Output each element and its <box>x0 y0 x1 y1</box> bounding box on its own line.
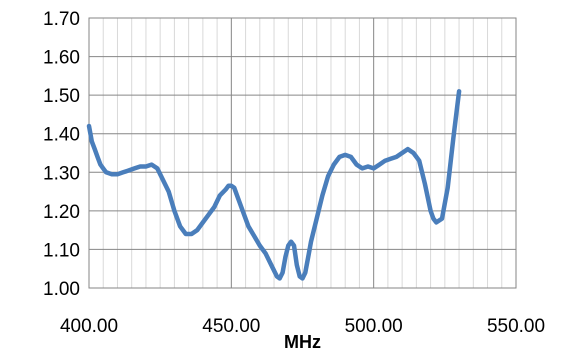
x-axis-tick-labels: 400.00 450.00 500.00 550.00 <box>60 316 545 337</box>
y-axis-tick-labels: 1.00 1.10 1.20 1.30 1.40 1.50 1.60 1.70 <box>43 9 80 300</box>
y-tick-label: 1.30 <box>43 163 80 184</box>
plot-area <box>88 17 517 289</box>
y-tick-label: 1.60 <box>43 48 80 69</box>
x-tick-label: 550.00 <box>487 316 545 337</box>
x-tick-label: 450.00 <box>202 316 260 337</box>
y-tick-label: 1.40 <box>43 125 80 146</box>
series-layer <box>86 89 462 281</box>
y-tick-label: 1.70 <box>43 9 80 30</box>
y-tick-label: 1.10 <box>43 240 80 261</box>
y-tick-label: 1.50 <box>43 86 80 107</box>
plot-border <box>88 17 517 289</box>
minor-grid <box>102 18 503 288</box>
x-tick-label: 400.00 <box>60 316 118 337</box>
y-tick-label: 1.20 <box>43 202 80 223</box>
series-line <box>86 89 462 281</box>
x-tick-label: 500.00 <box>345 316 403 337</box>
x-axis-title: MHz <box>284 332 321 352</box>
y-tick-label: 1.00 <box>43 279 80 300</box>
